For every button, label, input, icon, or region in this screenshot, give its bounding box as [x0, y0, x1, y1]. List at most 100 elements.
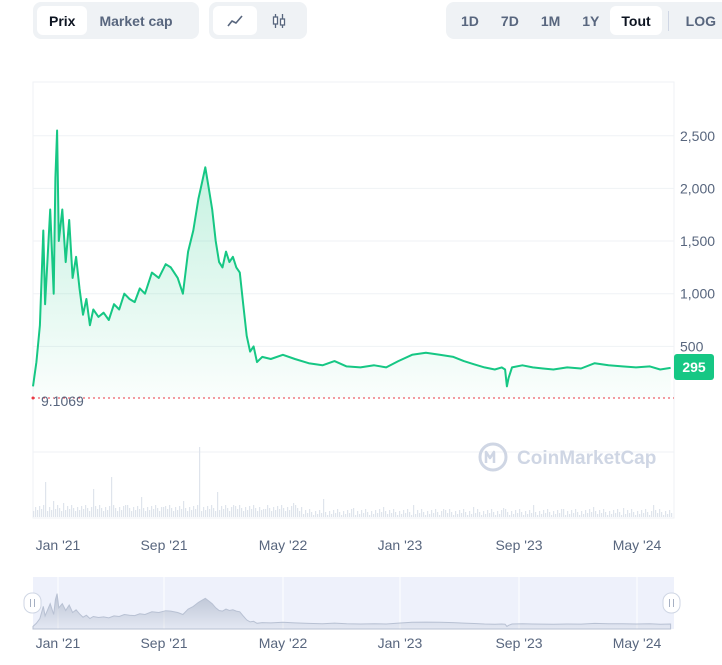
volume-bar — [363, 513, 365, 517]
volume-bar — [303, 514, 305, 517]
volume-bar — [623, 508, 625, 517]
volume-bar — [313, 515, 315, 517]
x-tick-label: May '22 — [259, 537, 308, 553]
volume-bar — [205, 510, 207, 517]
volume-bar — [511, 511, 513, 517]
volume-bar — [541, 514, 543, 517]
handle-left-bg[interactable] — [23, 592, 42, 614]
volume-bar — [615, 513, 617, 517]
candlestick-button[interactable] — [257, 6, 301, 35]
volume-bar — [431, 510, 433, 517]
volume-bar — [655, 510, 657, 517]
volume-bar — [475, 513, 477, 517]
x-tick-label: Jan '23 — [378, 537, 423, 553]
volume-bar — [635, 515, 637, 517]
volume-bar — [589, 509, 591, 517]
navigator-handle-left[interactable] — [23, 592, 42, 614]
volume-bar — [215, 511, 217, 517]
volume-bar — [117, 511, 119, 517]
volume-bar — [503, 508, 505, 517]
grid — [33, 135, 674, 453]
volume-bar — [491, 509, 493, 517]
candlestick-icon — [272, 13, 286, 28]
volume-bar — [283, 508, 285, 517]
volume-bar — [245, 507, 247, 517]
tab-market-cap[interactable]: Market cap — [99, 12, 173, 29]
volume-bar — [599, 510, 601, 517]
volume-bar — [177, 510, 179, 517]
log-toggle[interactable]: LOG — [685, 12, 717, 29]
tab-price[interactable]: Prix — [37, 6, 88, 35]
volume-bar — [573, 513, 575, 517]
volume-bar — [359, 514, 361, 517]
volume-bar — [495, 515, 497, 517]
volume-bar — [643, 513, 645, 517]
range-1m[interactable]: 1M — [540, 12, 561, 29]
volume-bar — [51, 510, 53, 517]
volume-bar — [121, 510, 123, 517]
volume-bar — [179, 506, 181, 517]
volume-bar — [597, 514, 599, 517]
volume-bar — [347, 510, 349, 517]
volume-bar — [131, 511, 133, 517]
volume-bar — [567, 511, 569, 517]
navigator-handle-right[interactable] — [662, 592, 681, 614]
volume-bar — [417, 510, 419, 517]
volume-bar — [387, 514, 389, 517]
volume-bar — [265, 509, 267, 517]
volume-bar — [123, 506, 125, 517]
volume-bar — [557, 510, 559, 517]
range-7d[interactable]: 7D — [500, 12, 519, 29]
volume-bar — [207, 506, 209, 517]
volume-bar — [181, 509, 183, 517]
volume-bar — [61, 511, 63, 517]
y-tick-label: 2,500 — [680, 128, 715, 144]
volume-bar — [561, 509, 563, 517]
volume-bar — [291, 506, 293, 517]
volume-bar — [479, 512, 481, 517]
volume-bar — [325, 512, 327, 517]
volume-bar — [429, 514, 431, 517]
volume-bar — [637, 511, 639, 517]
x-tick-label: May '24 — [613, 537, 662, 553]
volume-bar — [505, 509, 507, 517]
volume-bar — [317, 514, 319, 517]
volume-bar — [659, 509, 661, 517]
volume-bar — [391, 513, 393, 517]
volume-bar — [665, 511, 667, 517]
volume-bar — [189, 507, 191, 517]
line-chart-button[interactable] — [213, 6, 257, 35]
volume-bar — [613, 510, 615, 517]
volume-bar — [35, 507, 37, 517]
volume-bar — [663, 515, 665, 517]
handle-right-bg[interactable] — [662, 592, 681, 614]
range-1y[interactable]: 1Y — [582, 12, 600, 29]
volume-bar — [585, 510, 587, 517]
volume-bar — [485, 514, 487, 517]
volume-bar — [537, 515, 539, 517]
volume-bar — [143, 508, 145, 517]
watermark-text: CoinMarketCap — [517, 448, 656, 469]
volume-bar — [281, 505, 283, 517]
volume-bar — [473, 507, 475, 517]
volume-bar — [295, 505, 297, 517]
volume-bar — [425, 515, 427, 517]
range-all[interactable]: Tout — [610, 6, 662, 35]
range-1d[interactable]: 1D — [461, 12, 479, 29]
volume-bar — [221, 506, 223, 517]
volume-bar — [113, 505, 115, 517]
volume-bar — [247, 510, 249, 517]
range-toggle: 1D 7D 1M 1Y Tout LOG — [446, 2, 722, 39]
volume-bar — [499, 514, 501, 517]
volume-bar — [609, 511, 611, 517]
volume-bar — [149, 510, 151, 517]
volume-bar — [451, 512, 453, 517]
volume-bar — [67, 506, 69, 517]
volume-bar — [641, 510, 643, 517]
volume-bar — [261, 510, 263, 517]
volume-bar — [85, 505, 87, 517]
volume-bar — [65, 510, 67, 517]
navigator-x-tick-label: Jan '21 — [36, 635, 81, 651]
volume-bar — [365, 509, 367, 517]
volume-bar — [63, 503, 65, 517]
